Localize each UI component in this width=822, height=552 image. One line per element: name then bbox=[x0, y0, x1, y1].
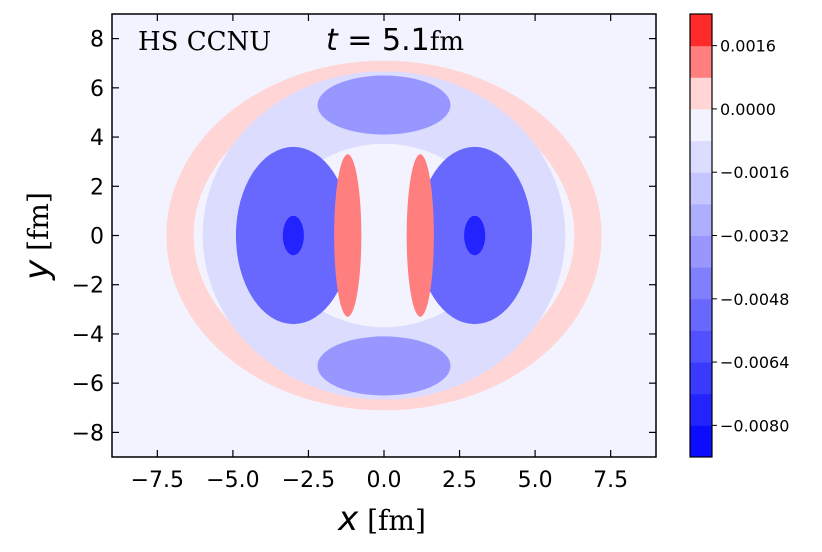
x-axis: −7.5 −5.0 −2.5 0.0 2.5 5.0 7.5 bbox=[131, 14, 628, 493]
time-var: t bbox=[326, 23, 339, 58]
central-positive-left bbox=[334, 154, 362, 317]
right-minimum bbox=[464, 215, 486, 256]
central-positive-right bbox=[406, 154, 434, 317]
x-tick-label: 5.0 bbox=[518, 468, 553, 493]
x-tick-label: −2.5 bbox=[282, 468, 335, 493]
colorbar-segment bbox=[690, 140, 712, 173]
colorbar-segment bbox=[690, 330, 712, 363]
x-tick-label: 2.5 bbox=[442, 468, 477, 493]
colorbar-segment bbox=[690, 362, 712, 395]
colorbar-segment bbox=[690, 172, 712, 205]
colorbar-segment bbox=[690, 45, 712, 78]
heatmap bbox=[112, 14, 656, 457]
y-tick-label: 0 bbox=[90, 225, 104, 250]
x-tick-label: 0.0 bbox=[367, 468, 402, 493]
colorbar-segment bbox=[690, 298, 712, 331]
time-unit: fm bbox=[430, 27, 464, 57]
time-value: 5.1 bbox=[382, 23, 430, 58]
x-axis-unit: [fm] bbox=[358, 504, 426, 537]
time-annotation: t = 5.1fm bbox=[326, 23, 464, 58]
colorbar-tick-label: −0.0048 bbox=[720, 290, 789, 309]
time-eq: = bbox=[338, 23, 382, 58]
y-tick-label: −4 bbox=[72, 323, 104, 348]
colorbar-segment bbox=[690, 108, 712, 142]
colorbar-segment bbox=[690, 14, 712, 47]
colorbar-segment bbox=[690, 203, 712, 236]
x-tick-label: 7.5 bbox=[593, 468, 628, 493]
x-axis-var: x bbox=[337, 499, 359, 539]
colorbar-segment bbox=[690, 267, 712, 300]
y-axis: −8 −6 −4 −2 0 2 4 6 8 bbox=[72, 28, 656, 446]
y-tick-label: 4 bbox=[90, 126, 104, 151]
y-tick-label: 6 bbox=[90, 77, 104, 102]
top-negative-lobe bbox=[317, 75, 451, 135]
colorbar-segment bbox=[690, 77, 712, 110]
y-tick-label: −6 bbox=[72, 372, 104, 397]
y-tick-label: 8 bbox=[90, 28, 104, 53]
colorbar-tick-label: 0.0000 bbox=[720, 100, 776, 119]
bottom-negative-lobe bbox=[317, 336, 451, 396]
x-axis-label: x [fm] bbox=[337, 499, 426, 539]
left-minimum bbox=[282, 215, 304, 256]
model-annotation: HS CCNU bbox=[138, 27, 271, 57]
y-axis-unit: [fm] bbox=[22, 192, 55, 260]
colorbar-tick-label: −0.0032 bbox=[720, 227, 789, 246]
colorbar-segment bbox=[690, 393, 712, 426]
colorbar: −0.0080 −0.0064 −0.0048 −0.0032 −0.0016 0.000… bbox=[689, 13, 789, 458]
colorbar-tick-label: 0.0016 bbox=[720, 37, 776, 56]
x-tick-label: −5.0 bbox=[206, 468, 259, 493]
x-tick-label: −7.5 bbox=[131, 468, 184, 493]
y-axis-label: y [fm] bbox=[17, 192, 57, 281]
y-axis-var: y bbox=[17, 259, 57, 281]
y-tick-label: 2 bbox=[90, 175, 104, 200]
y-tick-label: −2 bbox=[72, 274, 104, 299]
colorbar-tick-label: −0.0080 bbox=[720, 416, 789, 435]
y-tick-label: −8 bbox=[72, 421, 104, 446]
colorbar-segment bbox=[690, 235, 712, 268]
colorbar-tick-label: −0.0064 bbox=[720, 353, 789, 372]
colorbar-tick-label: −0.0016 bbox=[720, 163, 789, 182]
colorbar-segment bbox=[690, 425, 712, 458]
